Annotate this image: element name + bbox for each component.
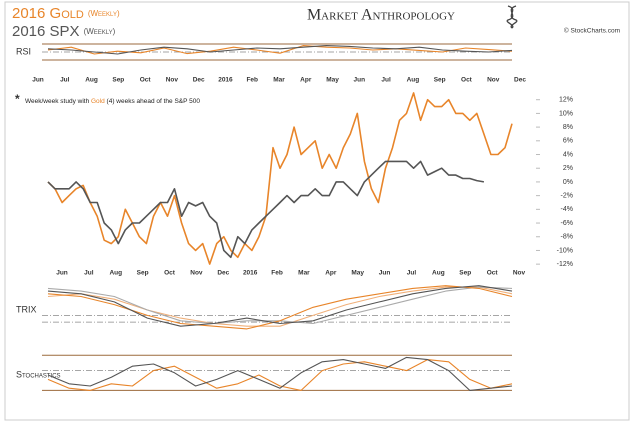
legend-name: 2016 Gold <box>12 5 84 22</box>
y-tick-label: -6% <box>561 220 573 227</box>
y-tick-label: -4% <box>561 206 573 213</box>
series-line <box>47 359 513 391</box>
x-tick-label: Aug <box>85 77 98 84</box>
x-tick-label: Jun <box>32 77 44 84</box>
x-tick-label: Jun <box>56 270 68 277</box>
y-tick-label: 2% <box>563 165 573 172</box>
x-tick-label: Nov <box>166 77 179 84</box>
x-tick-label: Oct <box>164 270 176 277</box>
x-tick-label: Dec <box>193 77 205 84</box>
x-tick-label: Nov <box>190 270 203 277</box>
series-line <box>47 92 513 265</box>
x-tick-label: Nov <box>513 270 526 277</box>
panel-title: Stochastics <box>16 369 61 379</box>
x-tick-label: Oct <box>140 77 152 84</box>
x-tick-label: Feb <box>271 270 283 277</box>
y-tick-label: 12% <box>559 97 573 104</box>
legend-sub: (Weekly) <box>88 9 120 18</box>
legend-entry: 2016 SPX (Weekly) <box>12 23 116 40</box>
panel-title: RSI <box>16 46 31 56</box>
x-tick-label: Jul <box>407 270 417 277</box>
series-line <box>47 45 513 55</box>
x-tick-label: 2016 <box>218 77 233 84</box>
x-tick-label: Aug <box>432 270 445 277</box>
y-tick-label: -2% <box>561 192 573 199</box>
y-tick-label: 4% <box>563 151 573 158</box>
y-tick-label: -8% <box>561 234 573 241</box>
x-tick-label: Sep <box>459 270 471 277</box>
series-line <box>47 160 485 259</box>
x-tick-label: Apr <box>325 270 337 277</box>
panel-title: TRIX <box>16 304 37 314</box>
y-tick-label: -10% <box>557 247 573 254</box>
note-part: Week/week study with <box>25 98 91 105</box>
legend-name: 2016 SPX <box>12 23 80 40</box>
x-tick-label: Jun <box>379 270 391 277</box>
y-tick-label: -12% <box>557 261 573 268</box>
x-tick-label: Dec <box>514 77 526 84</box>
x-tick-label: Jul <box>60 77 70 84</box>
y-tick-label: 10% <box>559 110 573 117</box>
x-tick-label: Jul <box>381 77 391 84</box>
series-line <box>47 356 513 391</box>
x-tick-label: Mar <box>298 270 310 277</box>
note: Week/week study with Gold (4) weeks ahea… <box>25 98 200 105</box>
x-tick-label: Aug <box>407 77 420 84</box>
x-tick-label: Sep <box>434 77 446 84</box>
x-tick-label: Nov <box>487 77 500 84</box>
x-tick-label: Oct <box>487 270 499 277</box>
x-tick-label: Sep <box>137 270 149 277</box>
x-tick-label: Mar <box>273 77 285 84</box>
x-tick-label: Jul <box>84 270 94 277</box>
x-tick-label: May <box>326 77 339 84</box>
x-tick-label: Jun <box>354 77 366 84</box>
series-line <box>47 45 513 55</box>
x-tick-label: May <box>351 270 364 277</box>
frame <box>4 1 630 421</box>
note-part: (4) weeks ahead of the S&P 500 <box>105 98 201 105</box>
x-tick-label: Oct <box>461 77 473 84</box>
x-tick-label: 2016 <box>243 270 258 277</box>
source: © StockCharts.com <box>564 27 620 35</box>
y-tick-label: 0% <box>563 179 573 186</box>
note-part: Gold <box>91 98 105 105</box>
legend-entry: 2016 Gold (Weekly) <box>12 5 120 22</box>
series-line <box>47 285 513 330</box>
x-tick-label: Apr <box>300 77 312 84</box>
x-tick-label: Aug <box>109 270 122 277</box>
brand: Market Anthropology <box>307 7 455 24</box>
x-tick-label: Sep <box>112 77 124 84</box>
logo <box>506 5 518 29</box>
x-tick-label: Dec <box>217 270 229 277</box>
x-tick-label: Feb <box>246 77 258 84</box>
series-line <box>47 285 513 327</box>
y-tick-label: 6% <box>563 138 573 145</box>
y-tick-label: 8% <box>563 124 573 131</box>
legend-sub: (Weekly) <box>84 27 116 36</box>
series-line <box>47 286 513 327</box>
note-mark: * <box>15 92 20 106</box>
